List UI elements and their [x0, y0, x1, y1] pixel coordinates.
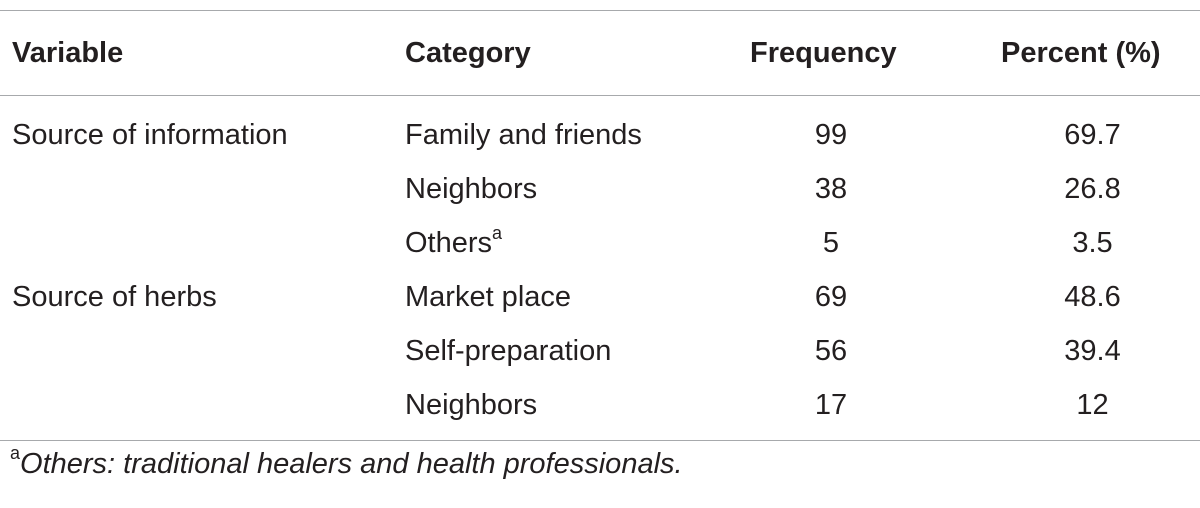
- cell-percent: 12: [1076, 389, 1109, 421]
- cell-frequency: 5: [822, 227, 840, 259]
- cell-frequency: 38: [814, 173, 848, 205]
- footnote-mark: a: [10, 443, 21, 464]
- cell-percent: 3.5: [1072, 227, 1113, 259]
- cell-frequency: 99: [814, 119, 848, 151]
- cell-frequency: 17: [814, 389, 848, 421]
- table-row: Source of herbs Market place 69 48.6: [0, 270, 1200, 324]
- cell-category: Neighbors: [405, 389, 538, 421]
- bottom-rule: [0, 440, 1200, 441]
- table-header-row: Variable Category Frequency Percent (%): [0, 11, 1200, 95]
- header-rule: [0, 95, 1200, 96]
- cell-category: Self-preparation: [405, 335, 612, 367]
- cell-variable: Source of herbs: [12, 281, 217, 313]
- table-body: Source of information Family and friends…: [0, 108, 1200, 440]
- cell-frequency: 56: [814, 335, 848, 367]
- cell-category: Othersa: [405, 223, 503, 259]
- footnote-text: Others: traditional healers and health p…: [20, 448, 683, 480]
- cell-category: Market place: [405, 281, 572, 313]
- top-rule: [0, 10, 1200, 11]
- cell-percent: 48.6: [1064, 281, 1121, 313]
- cell-percent: 26.8: [1064, 173, 1121, 205]
- cell-variable: Source of information: [12, 119, 288, 151]
- table-row: Source of information Family and friends…: [0, 108, 1200, 162]
- data-table: Variable Category Frequency Percent (%) …: [0, 10, 1200, 441]
- cell-category: Family and friends: [405, 119, 642, 151]
- table-row: Neighbors 17 12: [0, 378, 1200, 432]
- header-category: Category: [405, 37, 531, 69]
- table-row: Self-preparation 56 39.4: [0, 324, 1200, 378]
- header-percent: Percent (%): [1001, 37, 1161, 69]
- header-variable: Variable: [12, 37, 124, 69]
- cell-frequency: 69: [814, 281, 848, 313]
- cell-percent: 39.4: [1064, 335, 1121, 367]
- cell-percent: 69.7: [1064, 119, 1121, 151]
- table-footnote: aOthers: traditional healers and health …: [10, 444, 683, 481]
- cell-category: Neighbors: [405, 173, 538, 205]
- table-row: Othersa 5 3.5: [0, 216, 1200, 270]
- table-row: Neighbors 38 26.8: [0, 162, 1200, 216]
- header-frequency: Frequency: [750, 37, 897, 69]
- footnote-marker: a: [492, 223, 503, 244]
